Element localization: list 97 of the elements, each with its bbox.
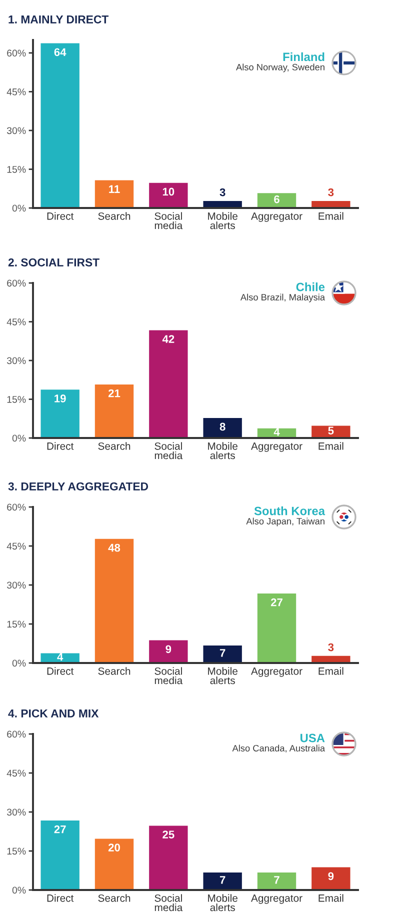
data-label: 6 bbox=[274, 195, 280, 204]
x-tick-label: Email bbox=[318, 894, 344, 902]
bar bbox=[94, 383, 135, 438]
data-label: 3 bbox=[220, 188, 226, 196]
data-label: 27 bbox=[54, 825, 66, 834]
x-tick-label: Social media bbox=[154, 442, 183, 460]
data-label: 7 bbox=[274, 876, 280, 884]
y-tick-label: 60% bbox=[7, 50, 26, 57]
x-tick-label: Mobile alerts bbox=[208, 894, 238, 912]
bar bbox=[310, 866, 352, 890]
annotation: Also Japan, Taiwan bbox=[246, 518, 324, 526]
y-tick-label: 30% bbox=[6, 127, 26, 134]
bar bbox=[148, 638, 190, 663]
y-tick-label: 15% bbox=[7, 166, 26, 173]
bar bbox=[39, 388, 81, 438]
chart-title: 4. PICK AND MIX bbox=[8, 709, 99, 718]
y-tick-label: 30% bbox=[6, 357, 26, 364]
y-tick-label: 60% bbox=[7, 280, 26, 287]
data-label: 8 bbox=[220, 422, 226, 431]
x-tick-label: Search bbox=[98, 894, 130, 902]
x-tick-label: Email bbox=[318, 442, 344, 450]
annotation: Chile bbox=[296, 282, 325, 292]
x-tick-label: Social media bbox=[154, 667, 183, 684]
data-label: 9 bbox=[166, 645, 172, 654]
y-tick-label: 0% bbox=[12, 660, 26, 667]
x-tick-label: Email bbox=[318, 212, 344, 220]
y-tick-label: 0% bbox=[12, 886, 26, 894]
chart-title: 1. MAINLY DIRECT bbox=[8, 15, 109, 24]
x-tick-label: Direct bbox=[47, 212, 74, 220]
x-tick-label: Aggregator bbox=[251, 442, 302, 452]
annotation: Finland bbox=[283, 52, 324, 62]
bar bbox=[256, 871, 298, 890]
y-tick-label: 45% bbox=[6, 318, 26, 326]
x-tick-label: Aggregator bbox=[251, 894, 302, 904]
y-tick-label: 15% bbox=[7, 620, 26, 628]
x-tick-label: Search bbox=[98, 667, 130, 675]
data-label: 10 bbox=[162, 188, 174, 196]
data-label: 11 bbox=[109, 185, 120, 193]
data-label: 7 bbox=[220, 649, 226, 657]
bar bbox=[202, 644, 244, 663]
x-tick-label: Direct bbox=[47, 442, 74, 450]
x-tick-label: Mobile alerts bbox=[208, 212, 238, 230]
bar bbox=[39, 819, 81, 890]
bar bbox=[148, 328, 190, 438]
bar bbox=[94, 837, 135, 890]
bar bbox=[202, 871, 244, 890]
y-tick-label: 15% bbox=[7, 396, 26, 403]
bar bbox=[202, 416, 244, 438]
y-tick-label: 45% bbox=[6, 542, 26, 550]
data-label: 4 bbox=[57, 653, 64, 661]
data-label: 25 bbox=[162, 830, 174, 838]
chart-title: 3. DEEPLY AGGREGATED bbox=[8, 482, 148, 490]
data-label: 21 bbox=[108, 389, 120, 398]
data-label: 20 bbox=[108, 844, 120, 852]
x-tick-label: Direct bbox=[47, 667, 74, 675]
annotation: Also Norway, Sweden bbox=[236, 64, 324, 72]
x-tick-label: Social media bbox=[154, 212, 183, 230]
data-label: 64 bbox=[54, 48, 66, 56]
annotation: South Korea bbox=[254, 506, 326, 516]
y-tick-label: 30% bbox=[6, 582, 26, 589]
annotation: USA bbox=[300, 734, 325, 742]
y-tick-label: 0% bbox=[12, 204, 26, 212]
bar bbox=[148, 824, 190, 890]
chart-title: 2. SOCIAL FIRST bbox=[8, 258, 100, 266]
x-tick-label: Mobile alerts bbox=[208, 667, 238, 684]
data-label: 3 bbox=[328, 188, 334, 196]
data-label: 27 bbox=[270, 598, 282, 606]
y-tick-label: 45% bbox=[6, 770, 26, 777]
annotation: Also Canada, Australia bbox=[232, 744, 326, 753]
data-label: 19 bbox=[54, 394, 66, 402]
data-label: 3 bbox=[328, 643, 334, 652]
y-tick-label: 60% bbox=[7, 730, 26, 738]
x-tick-label: Email bbox=[318, 667, 344, 675]
y-tick-label: 45% bbox=[6, 88, 26, 96]
data-label: 9 bbox=[328, 872, 334, 880]
bar bbox=[94, 178, 135, 208]
x-tick-label: Search bbox=[98, 442, 130, 450]
y-tick-label: 60% bbox=[7, 504, 26, 511]
bar bbox=[94, 538, 135, 663]
data-label: 5 bbox=[328, 426, 334, 435]
data-label: 7 bbox=[220, 876, 226, 884]
y-tick-label: 0% bbox=[12, 434, 26, 442]
y-tick-label: 15% bbox=[7, 848, 26, 855]
x-tick-label: Direct bbox=[47, 894, 74, 902]
x-tick-label: Aggregator bbox=[251, 212, 302, 222]
x-tick-label: Search bbox=[98, 212, 130, 220]
annotation: Also Brazil, Malaysia bbox=[240, 294, 325, 302]
x-tick-label: Social media bbox=[154, 894, 183, 912]
bar bbox=[39, 42, 81, 208]
data-label: 4 bbox=[274, 428, 280, 436]
data-label: 42 bbox=[162, 335, 174, 343]
y-tick-label: 30% bbox=[6, 808, 26, 816]
x-tick-label: Mobile alerts bbox=[208, 442, 238, 460]
bar bbox=[256, 592, 298, 663]
x-tick-label: Aggregator bbox=[251, 668, 302, 677]
data-label: 48 bbox=[108, 544, 120, 552]
bar bbox=[148, 181, 190, 208]
